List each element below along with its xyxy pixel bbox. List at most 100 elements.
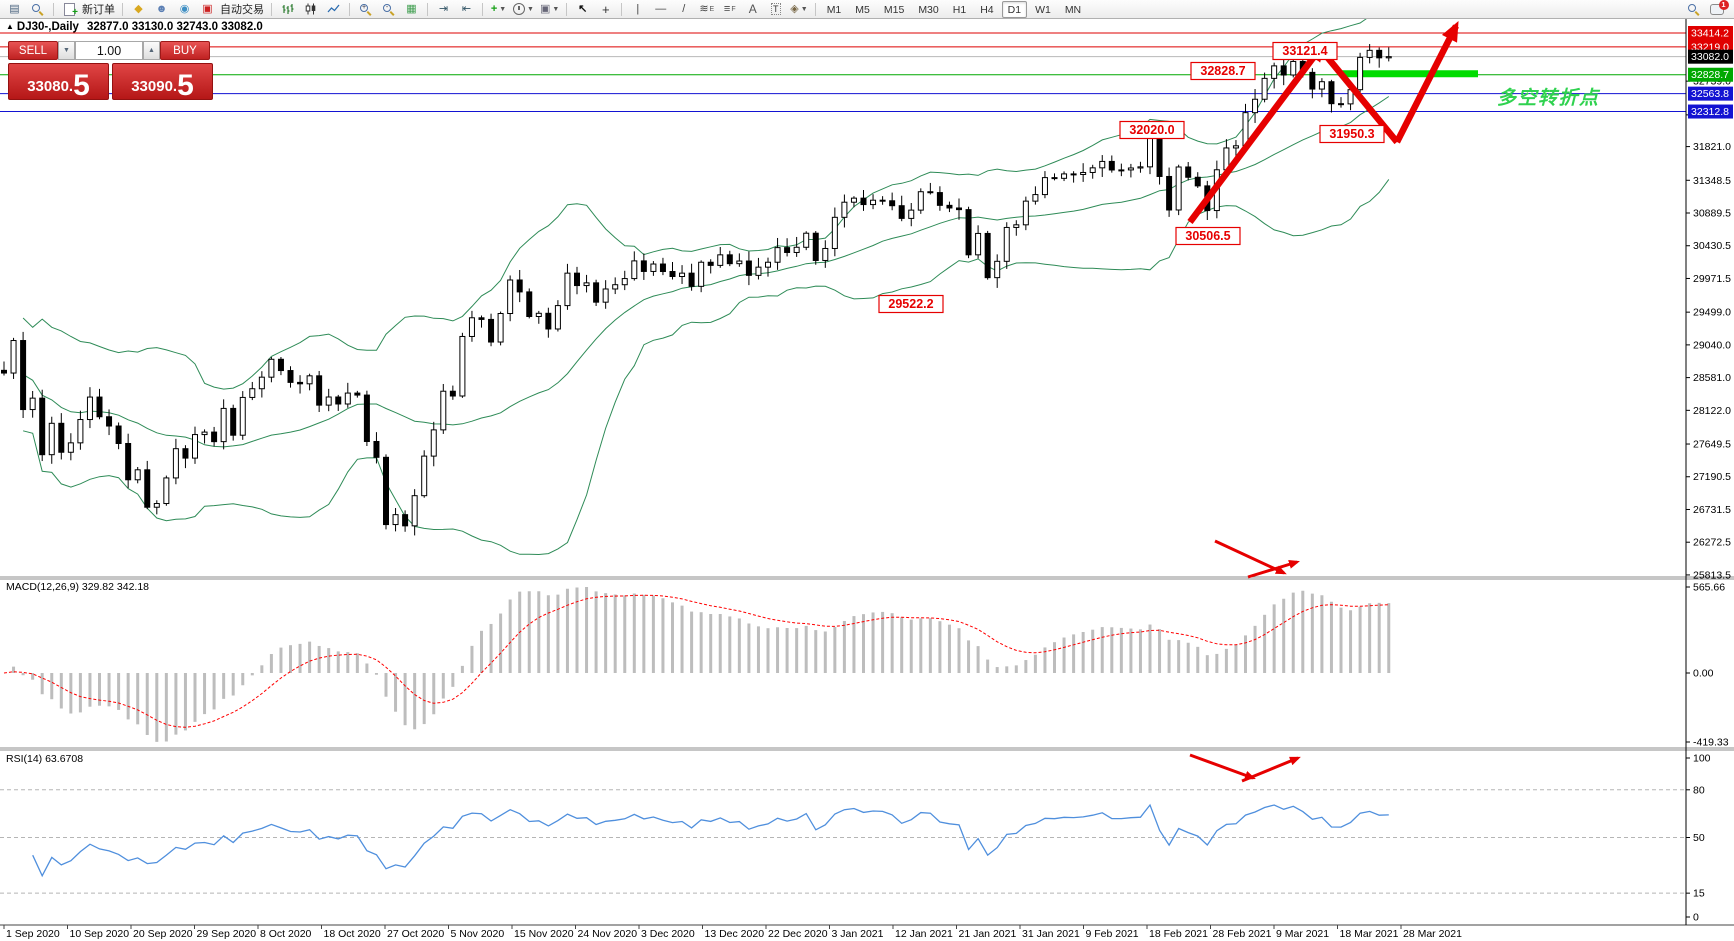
candle-body [277,358,284,372]
tf-button-M5[interactable]: M5 [855,3,870,16]
toolbar-separator [122,2,123,16]
sell-price-box[interactable]: 33080. 5 [8,63,109,100]
period-button[interactable]: ▼ [511,1,536,17]
indicators-button[interactable]: + ▼ [488,1,509,17]
price-tick-label: 31821.0 [1693,141,1731,153]
candle-body [1271,65,1278,79]
autotrading-button[interactable]: ▣ [197,1,218,17]
buy-price-box[interactable]: 33090. 5 [112,63,213,100]
date-label: 18 Oct 2020 [324,928,381,940]
search-button[interactable] [1683,1,1704,17]
dropdown-arrow-icon: ▼ [800,5,808,13]
candle-body [975,232,982,256]
collapse-triangle-icon[interactable]: ▲ [6,22,14,31]
volume-increase-button[interactable]: ▲ [143,41,160,60]
candle-body [268,358,275,378]
hline-tool-button[interactable]: — [650,1,671,17]
tf-button-M15[interactable]: M15 [883,3,905,16]
line-chart-button[interactable] [323,1,344,17]
tf-button-D1[interactable]: D1 [1001,1,1028,19]
candle-body [593,282,600,303]
charts-window-button[interactable]: ▤ [4,1,25,17]
sell-button[interactable]: SELL [8,41,58,60]
tf-button-M1[interactable]: M1 [826,3,842,16]
vertical-line-icon: | [636,2,640,15]
bollinger-lower [22,179,1390,556]
fibo-tool-button[interactable]: ≡ F [719,1,740,17]
candle-body [335,396,342,405]
market-watch-button[interactable] [27,1,48,17]
candlestick-button[interactable] [300,1,321,17]
candle-body [297,381,304,385]
candle-body [48,422,55,456]
volume-decrease-button[interactable]: ▼ [58,41,75,60]
toolbar-right-group: 1 [1682,0,1731,17]
zoom-in-button[interactable]: + [355,1,376,17]
toolbar-separator [53,2,54,16]
candle-body [659,263,666,273]
candle-body [755,266,762,276]
date-label: 9 Feb 2021 [1086,928,1139,940]
toolbar-separator [621,2,623,16]
candle-body [736,260,743,265]
candle-body [1290,60,1297,76]
new-order-button[interactable]: + [59,1,80,17]
one-click-trading-panel: SELL ▼ 1.00 ▲ BUY 33080. 5 33090. 5 [8,41,213,100]
candle-body [965,209,972,256]
vline-tool-button[interactable]: | [627,1,648,17]
date-label: 18 Mar 2021 [1340,928,1399,940]
date-label: 10 Sep 2020 [70,928,130,940]
candle-body [1252,98,1259,114]
notification-badge: 1 [1718,0,1729,10]
candle-body [29,397,36,411]
horizontal-line-icon: — [655,2,667,15]
equidistant-tool-button[interactable]: ≋ E [696,1,717,17]
candle-body [946,204,953,209]
tile-windows-button[interactable]: ▦ [401,1,422,17]
trendline-tool-button[interactable]: / [673,1,694,17]
candle-body [1108,160,1115,171]
metaeditor-button[interactable]: ◆ [128,1,149,17]
chart-shift-button[interactable]: ⇤ [456,1,477,17]
cursor-icon: ↖ [578,2,588,15]
shapes-tool-button[interactable]: ◈ ▼ [788,1,809,17]
autotrading-label[interactable]: 自动交易 [220,4,264,16]
candle-body [535,312,542,318]
price-tick-label: 28122.0 [1693,405,1731,417]
cursor-button[interactable]: ↖ [572,1,593,17]
tf-button-H4[interactable]: H4 [980,3,994,16]
tf-button-MN[interactable]: MN [1064,3,1082,16]
tf-button-M30[interactable]: M30 [918,3,939,16]
templates-button[interactable]: ▣ ▼ [538,1,561,17]
price-note-label: 31950.3 [1329,127,1374,141]
auto-scroll-button[interactable]: ⇥ [433,1,454,17]
candle-body [602,288,609,303]
text-label-tool-button[interactable]: T [765,1,786,17]
candle-body [812,232,819,261]
date-label: 5 Nov 2020 [451,928,505,940]
candle-body [917,191,924,211]
candle-body [1099,160,1106,169]
profile-button[interactable]: ☻ [151,1,172,17]
candle-body [516,279,523,293]
zoom-out-button[interactable]: - [378,1,399,17]
tf-button-H1[interactable]: H1 [952,3,967,16]
price-tick-label: 29040.0 [1693,339,1731,351]
candle-body [96,396,103,418]
volume-input[interactable]: 1.00 [75,41,143,60]
candle-body [1309,71,1316,90]
bar-chart-button[interactable] [277,1,298,17]
macd-tick-label: -419.33 [1693,737,1729,749]
text-tool-button[interactable]: A [742,1,763,17]
rsi-tick-label: 80 [1693,784,1705,796]
tf-button-W1[interactable]: W1 [1035,3,1051,16]
price-badge [1688,49,1733,64]
signals-button[interactable]: ◉ [174,1,195,17]
price-badge [1688,86,1733,101]
notifications-button[interactable]: 1 [1706,0,1729,17]
buy-button[interactable]: BUY [160,41,210,60]
crosshair-button[interactable]: + [595,1,616,17]
new-order-label[interactable]: 新订单 [82,4,115,16]
